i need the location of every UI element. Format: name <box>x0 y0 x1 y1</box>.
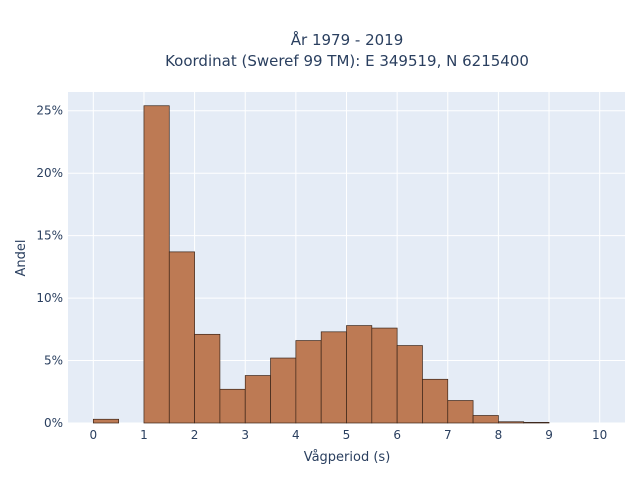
x-tick-label: 5 <box>343 428 351 442</box>
x-axis-ticks: 0 1 2 3 4 5 6 7 8 9 10 <box>89 428 607 442</box>
x-tick-label: 3 <box>241 428 249 442</box>
histogram-bar <box>194 333 221 424</box>
histogram-bar <box>447 400 474 424</box>
x-tick-label: 8 <box>495 428 503 442</box>
x-tick-label: 7 <box>444 428 452 442</box>
chart-subtitle: Koordinat (Sweref 99 TM): E 349519, N 62… <box>165 52 529 70</box>
histogram-bar <box>422 378 449 424</box>
x-tick-label: 10 <box>592 428 607 442</box>
y-tick-label: 10% <box>36 291 63 305</box>
histogram-bar <box>371 327 398 424</box>
histogram-bar <box>320 331 347 424</box>
y-tick-label: 15% <box>36 229 63 243</box>
y-tick-label: 25% <box>36 104 63 118</box>
histogram-bar <box>168 251 195 424</box>
x-tick-label: 6 <box>393 428 401 442</box>
histogram-bar <box>295 340 322 424</box>
x-tick-label: 0 <box>89 428 97 442</box>
y-tick-label: 0% <box>44 416 63 430</box>
histogram-bar <box>396 345 423 424</box>
histogram-bar <box>346 325 373 424</box>
histogram-bar <box>219 388 246 424</box>
y-axis-ticks: 0% 5% 10% 15% 20% 25% <box>36 104 63 430</box>
histogram-bar <box>472 415 499 424</box>
histogram-bar <box>498 421 525 424</box>
bars <box>92 105 550 424</box>
histogram-bar <box>523 422 550 424</box>
x-axis-title: Vågperiod (s) <box>304 450 391 465</box>
histogram-bar <box>244 375 271 424</box>
x-tick-label: 9 <box>545 428 553 442</box>
histogram-bar <box>143 105 170 424</box>
histogram-bar <box>270 357 297 424</box>
chart-title: År 1979 - 2019 <box>291 30 404 49</box>
x-tick-label: 4 <box>292 428 300 442</box>
y-tick-label: 20% <box>36 166 63 180</box>
x-tick-label: 2 <box>191 428 199 442</box>
y-axis-title: Andel <box>14 240 29 277</box>
y-tick-label: 5% <box>44 354 63 368</box>
x-tick-label: 1 <box>140 428 148 442</box>
histogram-bar <box>92 418 119 424</box>
